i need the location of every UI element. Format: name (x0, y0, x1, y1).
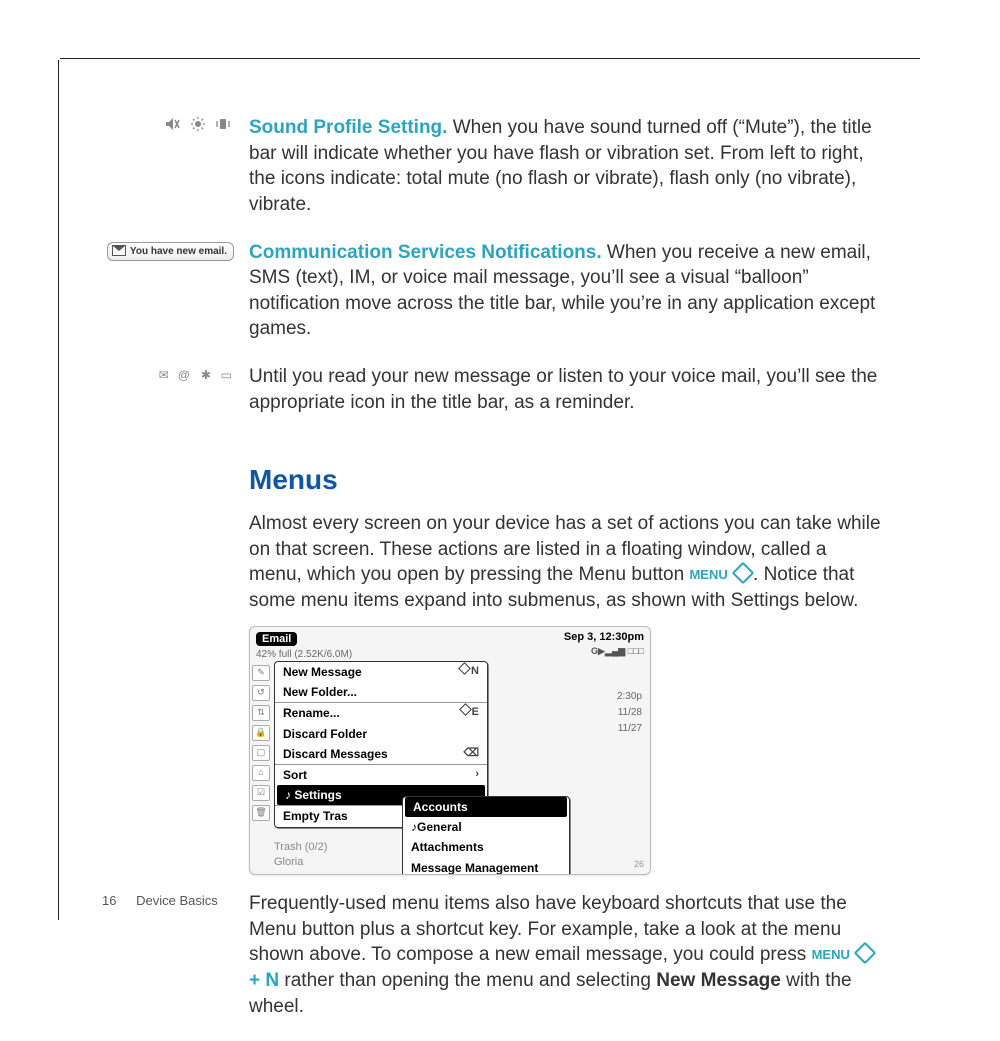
page-footer: 16 Device Basics (102, 892, 218, 910)
sound-profile-heading: Sound Profile Setting. (249, 117, 447, 138)
sound-profile-icons (102, 115, 249, 218)
shot-submenu: Accounts ♪General Attachments Message Ma… (402, 796, 570, 875)
shot-timestamps: 2:30p 11/28 11/27 (617, 689, 642, 737)
sound-profile-text: Sound Profile Setting. When you have sou… (249, 115, 882, 218)
shot-datetime: Sep 3, 12:30pm (564, 630, 644, 645)
mail-icon: ✉ (155, 367, 169, 379)
crop-mark-left (58, 60, 59, 920)
menu-diamond-icon (854, 942, 877, 965)
comm-services-text: Communication Services Notifications. Wh… (249, 240, 882, 343)
at-icon: @ (176, 367, 190, 379)
shot-corner: 26 (634, 858, 644, 870)
new-email-balloon: You have new email. (107, 242, 234, 262)
vibrate-icon (215, 117, 231, 136)
reminder-row: ✉ @ ✱ ▭ Until you read your new message … (102, 364, 882, 415)
menu-button-label: MENU (689, 567, 727, 582)
comm-services-row: You have new email. Communication Servic… (102, 240, 882, 343)
shot-storage: 42% full (2.52K/6.0M) (256, 648, 352, 662)
page-number: 16 (102, 892, 116, 910)
crop-mark-top (60, 58, 920, 59)
section-name: Device Basics (136, 893, 218, 908)
page-content: Sound Profile Setting. When you have sou… (102, 115, 882, 1041)
menus-title: Menus (249, 461, 882, 499)
reminder-text: Until you read your new message or liste… (249, 364, 882, 415)
mute-icon (165, 117, 181, 136)
menus-section: Menus Almost every screen on your device… (102, 437, 882, 1019)
shot-signal: G▶▂▄▆ □□□ (564, 645, 644, 657)
voicemail-icon: ▭ (218, 367, 232, 379)
balloon-icon-col: You have new email. (102, 240, 249, 343)
shot-bottom: Trash (0/2) Gloria (274, 840, 327, 870)
menus-intro: Almost every screen on your device has a… (249, 511, 882, 614)
comm-services-heading: Communication Services Notifications. (249, 242, 602, 263)
im-icon: ✱ (197, 367, 211, 379)
flash-icon (190, 117, 206, 136)
device-screenshot: Email 42% full (2.52K/6.0M) Sep 3, 12:30… (249, 626, 651, 875)
reminder-icons: ✉ @ ✱ ▭ (102, 364, 249, 415)
menus-after: Frequently-used menu items also have key… (249, 891, 882, 1019)
menu-diamond-icon (732, 562, 755, 585)
sound-profile-row: Sound Profile Setting. When you have sou… (102, 115, 882, 218)
shot-app-title: Email (256, 632, 297, 646)
shot-sidebar: ✎↺⇅🔒▢⌂☑🗑 (252, 661, 270, 821)
